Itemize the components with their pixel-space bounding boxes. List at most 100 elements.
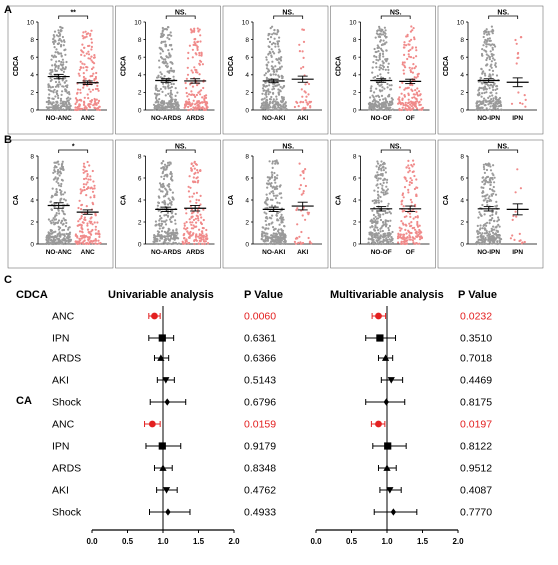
data-point (277, 104, 280, 107)
data-point (54, 218, 58, 221)
data-point (54, 63, 57, 66)
data-point (403, 240, 406, 243)
data-point (163, 175, 166, 178)
data-point (298, 50, 301, 53)
data-point (279, 242, 282, 245)
data-point (161, 90, 164, 93)
data-point (276, 194, 279, 197)
data-point (47, 236, 50, 239)
data-point (58, 81, 61, 84)
data-point (368, 103, 371, 106)
data-point (169, 91, 172, 94)
data-point (82, 66, 85, 69)
data-point (270, 217, 273, 220)
data-point (389, 103, 392, 106)
data-point (381, 52, 385, 56)
data-point (88, 88, 91, 91)
data-point (416, 220, 419, 224)
data-point (89, 187, 92, 190)
data-point (382, 30, 385, 34)
data-point (482, 70, 485, 73)
data-point (187, 232, 190, 235)
data-point (385, 41, 388, 44)
data-point (482, 186, 485, 189)
data-point (170, 202, 173, 205)
data-point (275, 95, 278, 98)
data-point (380, 94, 384, 97)
data-point (407, 43, 410, 46)
data-point (192, 211, 195, 214)
data-point (52, 42, 56, 46)
data-point (300, 193, 303, 196)
data-point (75, 101, 78, 104)
data-point (418, 242, 421, 245)
data-point (160, 222, 164, 225)
data-point (264, 216, 268, 219)
data-point (409, 103, 412, 106)
data-point (63, 233, 66, 236)
row-label: ARDS (52, 353, 81, 365)
data-point (483, 199, 486, 202)
data-point (165, 219, 168, 222)
data-point (305, 95, 308, 98)
data-point (266, 101, 269, 104)
data-point (498, 240, 502, 243)
data-point (68, 107, 71, 110)
data-point (414, 231, 417, 234)
data-point (376, 74, 379, 77)
data-point (270, 43, 274, 46)
data-point (377, 173, 380, 176)
data-point (64, 219, 67, 222)
data-point (406, 87, 409, 90)
data-point (160, 230, 164, 233)
data-point (80, 99, 83, 102)
y-tick-label: 4 (460, 197, 464, 204)
group-label: CA (16, 395, 32, 407)
data-point (278, 66, 282, 69)
data-point (157, 103, 160, 106)
data-point (160, 224, 163, 227)
data-point (47, 86, 50, 89)
data-point (271, 160, 274, 163)
data-point (301, 108, 304, 111)
y-tick-label: 8 (30, 153, 34, 160)
data-point (383, 87, 386, 90)
data-point (90, 230, 93, 233)
y-tick-label: 2 (460, 219, 464, 226)
data-point (381, 174, 384, 177)
data-points-anc (74, 160, 102, 245)
data-point (408, 108, 411, 111)
data-point (171, 98, 174, 101)
data-point (199, 194, 202, 197)
data-point (158, 196, 161, 199)
data-point (82, 242, 85, 245)
data-point (159, 217, 162, 220)
data-point (492, 53, 495, 56)
data-point (497, 233, 500, 237)
data-point (65, 221, 68, 225)
data-point (488, 235, 491, 238)
data-point (66, 86, 69, 89)
data-point (497, 100, 500, 103)
data-point (403, 46, 406, 49)
data-point (306, 103, 309, 106)
data-point (172, 198, 175, 201)
data-point (380, 33, 383, 36)
data-point (157, 201, 160, 204)
data-point (275, 84, 278, 87)
data-point (191, 71, 194, 74)
data-point (81, 43, 84, 46)
data-point (278, 36, 281, 39)
data-point (153, 92, 157, 95)
data-point (79, 223, 82, 226)
data-point (56, 92, 59, 96)
data-point (87, 57, 90, 60)
forest-x-tick-label: 1.5 (417, 537, 429, 546)
data-point (78, 74, 81, 77)
data-point (479, 101, 482, 104)
data-point (519, 239, 522, 242)
data-point (194, 217, 197, 220)
data-point (172, 229, 175, 232)
data-point (89, 57, 92, 60)
data-point (165, 173, 168, 176)
